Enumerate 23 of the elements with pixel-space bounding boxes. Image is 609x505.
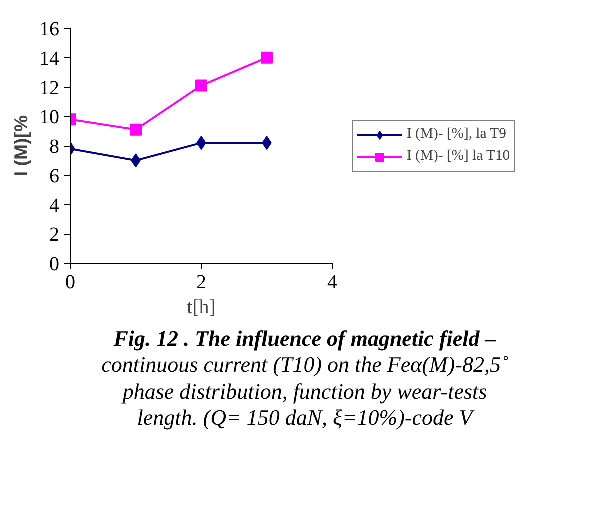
legend-label: I (M)- [%], la T9 xyxy=(407,126,506,143)
y-tick-label: 8 xyxy=(50,136,60,158)
point xyxy=(196,80,208,92)
text: length. (Q= 150 daN, ξ=10%)-code V xyxy=(137,405,473,430)
y-axis-title: I (M)[% xyxy=(10,115,32,177)
point xyxy=(130,124,142,136)
y-tick-label: 12 xyxy=(40,77,60,100)
point xyxy=(261,52,273,64)
text: continuous current (T10) on the Feα(M)-82,5˚ xyxy=(102,352,508,378)
y-tick-label: 14 xyxy=(40,48,60,70)
legend-label: I (M)- [%] la T10 xyxy=(407,148,510,165)
x-tick-label: 2 xyxy=(196,272,206,294)
y-tick-label: 2 xyxy=(50,224,60,246)
x-axis-title: t[h] xyxy=(187,296,216,318)
x-tick-label: 0 xyxy=(66,272,76,294)
y-tick-label: 4 xyxy=(50,194,60,217)
y-tick-label: 10 xyxy=(40,106,60,129)
caption: Fig. 12 . The influence of magnetic field – xyxy=(114,326,496,351)
x-tick-label: 4 xyxy=(328,272,338,294)
text: phase distribution, function by wear-tests xyxy=(122,378,488,404)
y-tick-label: 0 xyxy=(50,254,60,276)
y-tick-label: 6 xyxy=(50,165,60,188)
y-tick-label: 16 xyxy=(40,18,60,40)
